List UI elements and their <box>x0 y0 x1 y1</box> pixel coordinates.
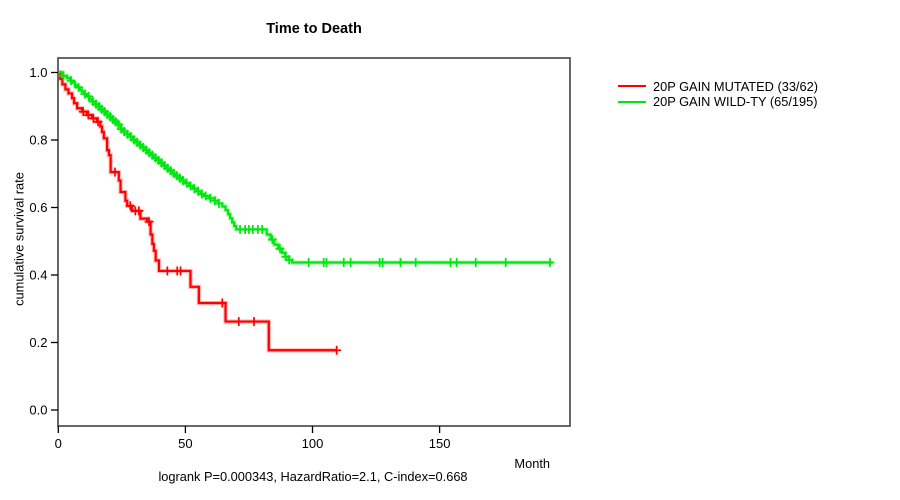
mutated-censor-marks <box>78 107 342 355</box>
survival-curve-mutated <box>58 70 342 355</box>
mutated-curve-halo <box>58 70 338 353</box>
survival-curve-wildtype <box>58 70 555 268</box>
y-tick-label: 1.0 <box>29 65 47 80</box>
mutated-line-swatch <box>618 85 646 88</box>
mutated-curve-line <box>58 71 338 352</box>
y-tick-label: 0.2 <box>29 335 47 350</box>
wildtype-curve-halo <box>58 70 553 265</box>
x-tick-label: 150 <box>429 436 451 451</box>
legend-item-wildtype: 20P GAIN WILD-TY (65/195) <box>618 94 818 110</box>
y-axis: 0.0 0.2 0.4 0.6 0.8 1.0 <box>29 65 58 418</box>
page-title: Time to Death <box>266 21 362 37</box>
statistics-caption: logrank P=0.000343, HazardRatio=2.1, C-i… <box>158 469 468 484</box>
y-tick-label: 0.8 <box>29 133 47 148</box>
x-tick-label: 50 <box>178 436 192 451</box>
plot-border <box>57 57 571 427</box>
legend-label-mutated: 20P GAIN MUTATED (33/62) <box>653 78 818 94</box>
legend-item-mutated: 20P GAIN MUTATED (33/62) <box>618 79 818 94</box>
y-tick-label: 0.6 <box>29 200 47 215</box>
legend-label-wildtype: 20P GAIN WILD-TY (65/195) <box>653 94 818 110</box>
y-axis-title: cumulative survival rate <box>11 172 27 306</box>
x-tick-label: 0 <box>55 436 62 451</box>
x-tick-label: 100 <box>302 436 324 451</box>
wildtype-line-swatch <box>618 100 646 103</box>
x-axis-title: Month <box>514 456 550 471</box>
y-tick-label: 0.4 <box>29 268 47 283</box>
wildtype-curve-line <box>58 71 553 264</box>
x-axis: 0 50 100 150 <box>55 426 451 451</box>
y-tick-label: 0.0 <box>29 403 47 418</box>
wildtype-censor-marks <box>58 71 555 268</box>
legend: 20P GAIN MUTATED (33/62) 20P GAIN WILD-T… <box>618 79 818 109</box>
